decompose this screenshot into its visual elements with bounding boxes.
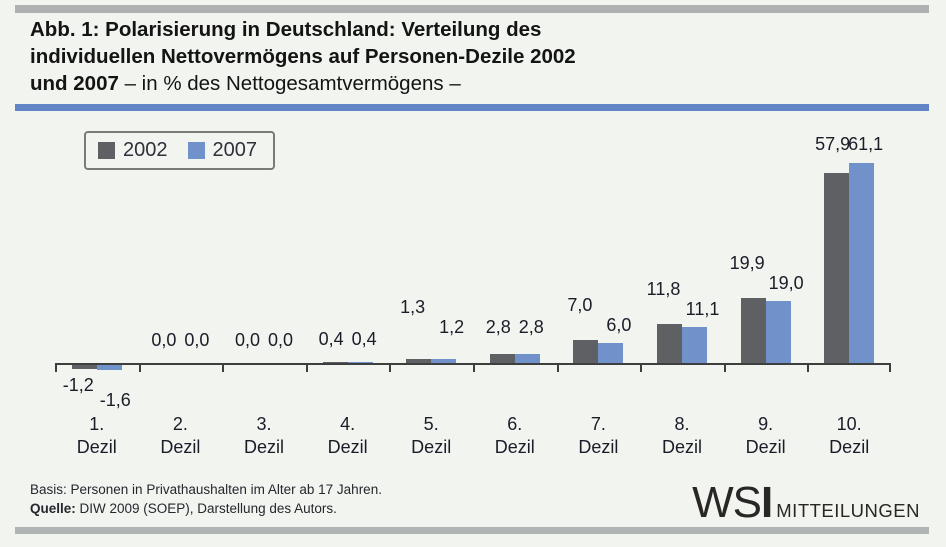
bar-2007-decile-10 xyxy=(849,163,875,363)
wsi-logo: WSI MITTEILUNGEN xyxy=(692,478,920,528)
axis-label-decile-4: 4. Dezil xyxy=(327,414,368,457)
legend-item-2002: 2002 xyxy=(98,139,168,162)
value-label-2002-decile-9: 19,9 xyxy=(729,252,765,273)
logo-ws: WS xyxy=(692,478,762,527)
axis-label-decile-7: 7. Dezil xyxy=(578,414,619,457)
bar-2002-decile-7 xyxy=(573,340,599,364)
axis-tick-0 xyxy=(55,363,57,372)
accent-divider-bar xyxy=(15,104,929,111)
value-label-2002-decile-4: 0,4 xyxy=(318,328,344,349)
value-label-2002-decile-6: 2,8 xyxy=(485,316,511,337)
axis-label-decile-1: 1. Dezil xyxy=(76,414,117,457)
bar-2002-decile-1 xyxy=(71,365,97,369)
value-label-2007-decile-6: 2,8 xyxy=(518,316,544,337)
bar-2002-decile-10 xyxy=(824,173,850,364)
quelle-note: Quelle: DIW 2009 (SOEP), Darstellung des… xyxy=(30,501,337,516)
axis-label-decile-3: 3. Dezil xyxy=(243,414,285,457)
value-label-2002-decile-2: 0,0 xyxy=(151,330,177,350)
legend-label-2007: 2007 xyxy=(212,139,258,161)
title-line-1: Abb. 1: Polarisierung in Deutschland: Ve… xyxy=(30,18,542,41)
axis-tick-3 xyxy=(306,363,308,372)
value-label-2007-decile-1: -1,6 xyxy=(99,390,131,410)
bar-2007-decile-9 xyxy=(765,300,791,363)
value-label-2007-decile-4: 0,4 xyxy=(351,328,377,349)
footer-notes: Basis: Personen in Privathaushalten im A… xyxy=(30,480,382,518)
bar-2007-decile-5 xyxy=(431,359,457,364)
value-label-2002-decile-10: 57,9 xyxy=(815,134,851,154)
value-label-2002-decile-7: 7,0 xyxy=(567,295,593,316)
bottom-divider-bar xyxy=(15,527,929,534)
value-label-2007-decile-7: 6,0 xyxy=(606,315,632,336)
bar-2007-decile-8 xyxy=(682,326,707,363)
axis-label-decile-2: 2. Dezil xyxy=(160,414,201,457)
bar-2002-decile-9 xyxy=(740,297,766,363)
axis-tick-4 xyxy=(389,363,391,372)
axis-tick-7 xyxy=(640,363,642,372)
legend-swatch-2007 xyxy=(187,142,205,159)
axis-tick-9 xyxy=(807,363,809,372)
basis-note: Basis: Personen in Privathaushalten im A… xyxy=(30,482,382,497)
bar-2007-decile-4 xyxy=(347,361,373,363)
logo-i: I xyxy=(761,478,774,527)
bar-2007-decile-6 xyxy=(514,353,540,363)
bar-2002-decile-5 xyxy=(406,358,432,363)
axis-label-decile-9: 9. Dezil xyxy=(745,414,786,457)
value-label-2002-decile-8: 11,8 xyxy=(646,278,681,299)
legend-label-2002: 2002 xyxy=(123,139,168,161)
value-label-2007-decile-5: 1,2 xyxy=(439,317,465,338)
axis-tick-2 xyxy=(222,363,224,372)
title-line-2: individuellen Nettovermögens auf Persone… xyxy=(30,45,576,68)
value-label-2002-decile-5: 1,3 xyxy=(400,297,426,318)
axis-label-decile-6: 6. Dezil xyxy=(494,414,535,457)
value-label-2002-decile-3: 0,0 xyxy=(234,330,261,350)
chart-legend: 2002 2007 xyxy=(84,131,275,170)
value-label-2007-decile-8: 11,1 xyxy=(685,298,720,319)
axis-tick-10 xyxy=(889,363,891,372)
figure-title: Abb. 1: Polarisierung in Deutschland: Ve… xyxy=(30,16,910,97)
axis-tick-1 xyxy=(139,363,141,372)
logo-word: MITTEILUNGEN xyxy=(776,500,920,521)
top-divider-bar xyxy=(15,5,929,13)
bar-2002-decile-8 xyxy=(657,324,682,364)
value-label-2007-decile-10: 61,1 xyxy=(848,134,884,154)
value-label-2007-decile-2: 0,0 xyxy=(184,330,210,350)
axis-tick-5 xyxy=(473,363,475,372)
value-label-2007-decile-9: 19,0 xyxy=(768,272,804,293)
legend-swatch-2002 xyxy=(98,142,115,159)
value-label-2002-decile-1: -1,2 xyxy=(62,375,94,395)
bar-2007-decile-7 xyxy=(598,343,624,364)
bar-2007-decile-1 xyxy=(96,365,122,370)
axis-tick-8 xyxy=(724,363,726,372)
bar-chart: -1,2 -1,6 1. Dezil 0,0 0,0 2. Dezil 0,0 0,0 3. Dezi… xyxy=(55,130,895,470)
bar-2002-decile-6 xyxy=(489,353,515,363)
legend-item-2007: 2007 xyxy=(187,139,258,162)
title-line-3: und 2007 – in % des Nettogesamtvermögens… xyxy=(30,72,461,95)
bar-2002-decile-4 xyxy=(322,361,348,363)
axis-label-decile-8: 8. Dezil xyxy=(661,414,703,457)
axis-label-decile-5: 5. Dezil xyxy=(411,414,452,457)
axis-label-decile-10: 10. Dezil xyxy=(829,414,870,457)
axis-tick-6 xyxy=(557,363,559,372)
value-label-2007-decile-3: 0,0 xyxy=(267,330,294,350)
